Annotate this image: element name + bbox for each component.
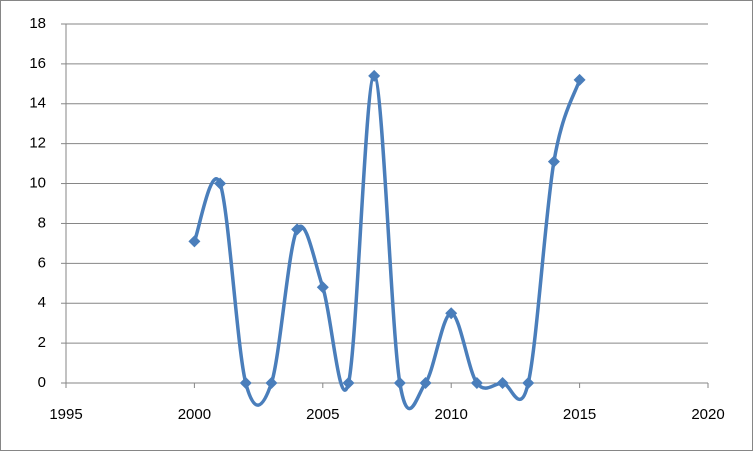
data-point — [393, 377, 406, 389]
data-point — [265, 377, 278, 389]
y-tick-label: 16 — [29, 55, 46, 72]
y-tick-label: 8 — [38, 214, 46, 231]
data-point — [470, 377, 483, 389]
y-tick-label: 12 — [29, 135, 46, 152]
y-tick-label: 18 — [29, 15, 46, 32]
x-tick-label: 2020 — [691, 406, 724, 423]
x-tick-label: 2005 — [306, 406, 339, 423]
data-point — [445, 307, 458, 320]
data-point — [342, 377, 355, 389]
y-tick-label: 14 — [29, 95, 46, 112]
data-point — [291, 223, 304, 236]
data-point — [573, 73, 586, 86]
data-point — [547, 155, 560, 168]
x-tick-label: 1995 — [49, 406, 82, 423]
y-tick-label: 6 — [38, 254, 46, 271]
y-tick-label: 0 — [38, 374, 46, 391]
x-tick-label: 2000 — [178, 406, 211, 423]
x-tick-label: 2010 — [435, 406, 468, 423]
x-tick-label: 2015 — [563, 406, 596, 423]
data-point — [214, 177, 227, 190]
data-point — [419, 377, 432, 389]
y-tick-label: 10 — [29, 175, 46, 192]
y-tick-label: 2 — [38, 334, 46, 351]
data-point — [239, 377, 252, 389]
data-point — [188, 235, 201, 248]
data-point — [316, 281, 329, 294]
series-line — [192, 74, 582, 411]
data-point — [368, 69, 381, 82]
data-point — [522, 377, 535, 389]
y-tick-label: 4 — [38, 294, 46, 311]
data-point — [496, 377, 509, 389]
